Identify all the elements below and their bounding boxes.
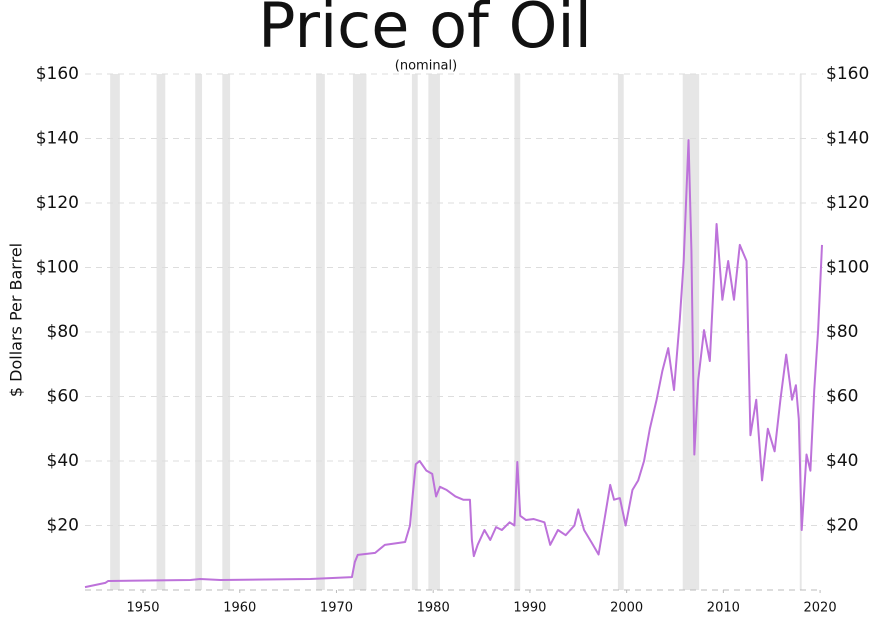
y2-tick-label: $60 [826,387,858,407]
y2-tick-label: $140 [826,129,869,149]
y-tick-label: $20 [47,516,79,536]
recession-band [428,74,440,590]
x-tick-label: 1970 [320,601,353,616]
y-tick-label: $80 [47,322,79,342]
y-tick-label: $60 [47,387,79,407]
y-tick-label: $100 [36,258,79,278]
recession-band [222,74,231,590]
y2-tick-label: $20 [826,516,858,536]
chart-title: Price of Oil [258,0,592,62]
x-tick-label: 2000 [610,601,643,616]
x-tick-label: 1960 [223,601,256,616]
y-tick-label: $160 [36,64,79,84]
y-tick-label: $120 [36,193,79,213]
x-tick-label: 1990 [513,601,546,616]
y-tick-label: $40 [47,451,79,471]
y2-tick-label: $80 [826,322,858,342]
y-axis-label: $ Dollars Per Barrel [7,243,26,397]
x-tick-label: 1950 [126,601,159,616]
y2-tick-label: $160 [826,64,869,84]
y2-tick-label: $40 [826,451,858,471]
recession-band [411,74,418,590]
y-tick-label: $140 [36,129,79,149]
recession-band [110,74,120,590]
x-tick-label: 2020 [804,601,837,616]
y2-tick-label: $100 [826,258,869,278]
chart-subtitle: (nominal) [395,59,457,74]
y2-tick-label: $120 [826,193,869,213]
recession-band [156,74,166,590]
recession-band [617,74,624,590]
x-tick-label: 2010 [707,601,740,616]
x-tick-label: 1980 [417,601,450,616]
price-line [84,139,823,589]
